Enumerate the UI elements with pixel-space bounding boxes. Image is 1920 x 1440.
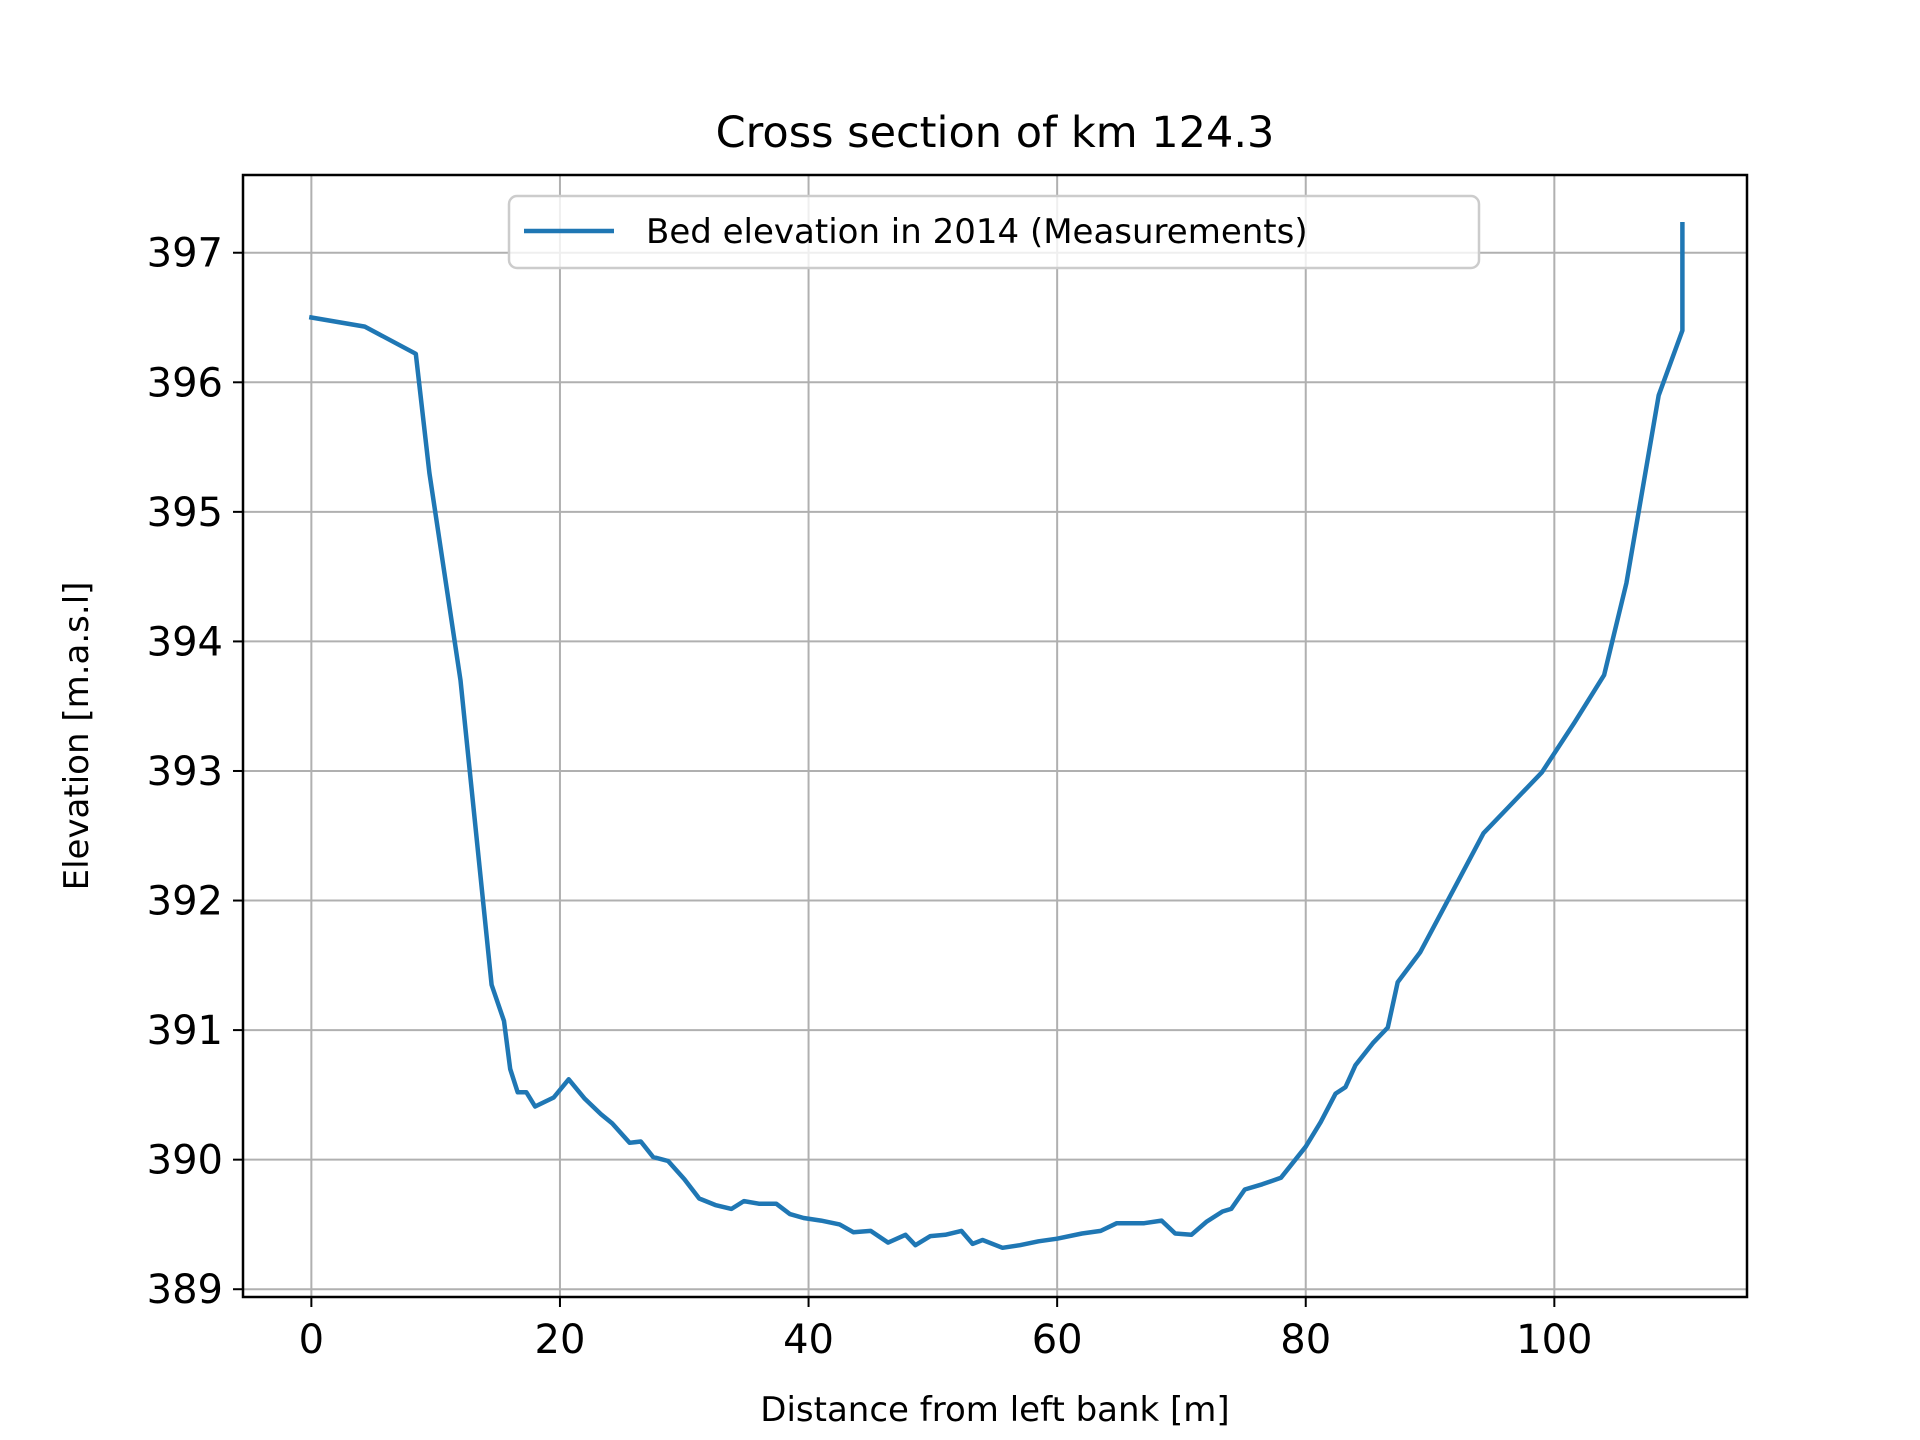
- x-tick-label: 80: [1280, 1317, 1331, 1363]
- y-tick-label: 390: [147, 1138, 223, 1184]
- y-tick-label: 389: [147, 1267, 223, 1313]
- legend-box: [507, 194, 1481, 270]
- plot-frame: [241, 173, 1749, 1299]
- y-tick-label: 392: [147, 879, 223, 925]
- x-tick-label: 40: [783, 1317, 834, 1363]
- legend-label: Bed elevation in 2014 (Measurements): [646, 212, 1308, 252]
- y-tick-label: 391: [147, 1008, 223, 1054]
- x-tick-label: 20: [535, 1317, 586, 1363]
- series-layer: [308, 221, 1685, 1251]
- legend: Bed elevation in 2014 (Measurements): [507, 194, 1481, 270]
- y-tick-label: 396: [147, 360, 223, 406]
- x-axis-label: Distance from left bank [m]: [760, 1390, 1229, 1430]
- x-tick-label: 0: [299, 1317, 324, 1363]
- chart-title: Cross section of km 124.3: [716, 108, 1275, 158]
- x-tick-label: 60: [1032, 1317, 1083, 1363]
- y-tick-label: 397: [147, 231, 223, 277]
- axis-ticks: 0 20 40 60 80 100 389 390 391 392 393 394 395 396 397: [147, 231, 1593, 1363]
- y-tick-label: 395: [147, 490, 223, 536]
- y-axis-label: Elevation [m.a.s.l]: [57, 582, 97, 891]
- x-tick-label: 100: [1516, 1317, 1592, 1363]
- series-line-0: [308, 221, 1685, 1251]
- y-tick-label: 393: [147, 749, 223, 795]
- y-tick-label: 394: [147, 619, 223, 665]
